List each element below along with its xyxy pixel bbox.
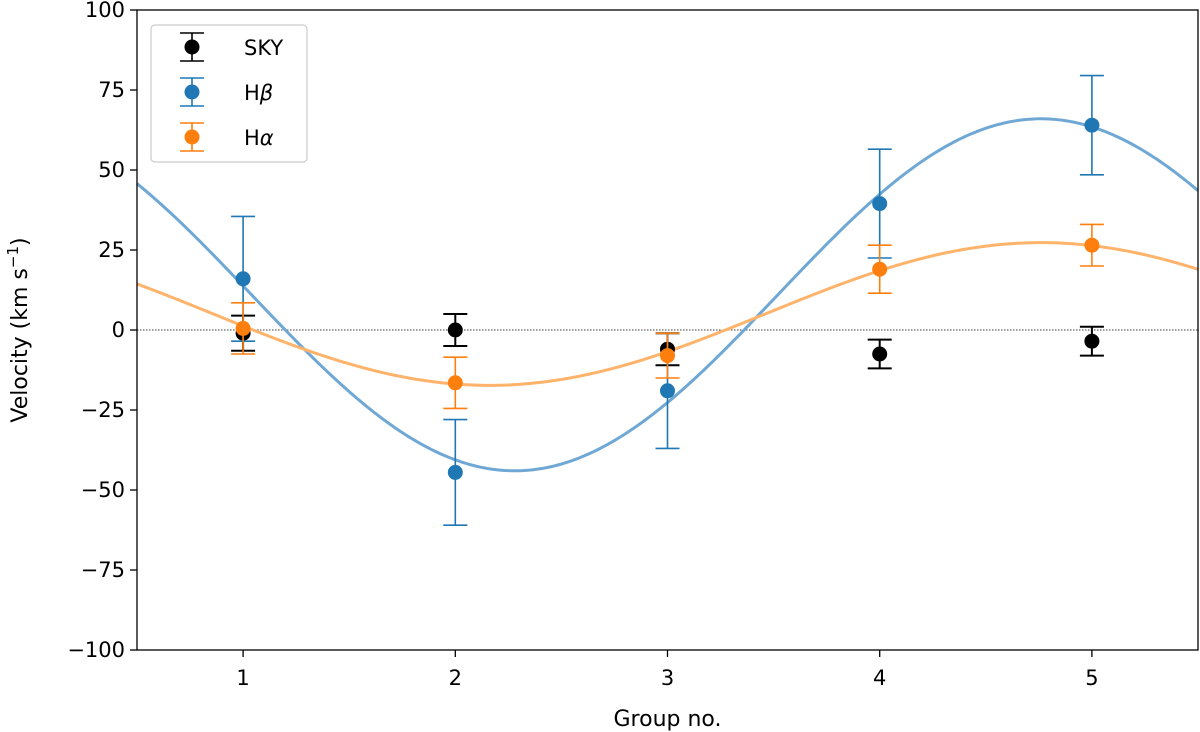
legend-label-hbeta: Hβ xyxy=(244,81,273,105)
data-point xyxy=(1084,117,1100,133)
legend: SKY Hβ Hα xyxy=(150,24,308,163)
legend-entries xyxy=(180,32,204,152)
data-point xyxy=(872,261,888,277)
y-tick-label: −50 xyxy=(81,478,125,502)
legend-label-hbeta-greek: β xyxy=(259,81,273,105)
series-group xyxy=(231,74,1104,527)
y-tick-label: 75 xyxy=(98,78,125,102)
x-tick-label: 2 xyxy=(449,666,462,690)
data-series xyxy=(231,74,1104,527)
data-point xyxy=(447,375,463,391)
legend-label-sky: SKY xyxy=(244,36,283,60)
x-axis-label: Group no. xyxy=(614,707,722,732)
x-tick-label: 3 xyxy=(661,666,674,690)
legend-label-halpha: Hα xyxy=(244,126,274,150)
data-point xyxy=(1084,237,1100,253)
y-tick-label: 0 xyxy=(112,318,125,342)
data-point xyxy=(447,464,463,480)
data-point xyxy=(872,346,888,362)
y-axis-label-main: Velocity (km s xyxy=(8,268,33,423)
data-point xyxy=(660,348,675,364)
legend-label-halpha-greek: α xyxy=(260,126,274,150)
data-point xyxy=(872,196,888,212)
y-tick-label: 100 xyxy=(85,0,125,22)
y-tick-label: −75 xyxy=(81,558,125,582)
data-point xyxy=(1084,333,1100,349)
x-tick-label: 5 xyxy=(1085,666,1098,690)
x-tick-label: 1 xyxy=(236,666,249,690)
y-axis-label-close: ) xyxy=(8,237,33,246)
legend-box xyxy=(150,24,308,163)
y-axis-label: Velocity (km s−1) xyxy=(4,237,33,422)
y-axis-label-superscript: −1 xyxy=(4,246,22,268)
data-point xyxy=(235,320,251,336)
y-tick-label: 50 xyxy=(98,158,125,182)
y-tick-label: −100 xyxy=(67,638,125,662)
data-point xyxy=(235,271,251,287)
legend-marker-point xyxy=(184,39,200,55)
legend-marker-point xyxy=(184,84,200,100)
y-tick-label: 25 xyxy=(98,238,125,262)
y-tick-label: −25 xyxy=(81,398,125,422)
legend-label-hbeta-main: H xyxy=(244,81,260,105)
x-axis-ticks: 1 2 3 4 5 xyxy=(236,650,1099,690)
legend-marker-point xyxy=(184,129,200,145)
legend-label-halpha-main: H xyxy=(244,126,260,150)
data-point xyxy=(447,322,463,338)
data-point xyxy=(660,383,675,399)
x-tick-label: 4 xyxy=(873,666,886,690)
y-axis-ticks: −100 −75 −50 −25 0 25 50 75 100 xyxy=(67,0,137,662)
series-group xyxy=(231,223,1104,410)
